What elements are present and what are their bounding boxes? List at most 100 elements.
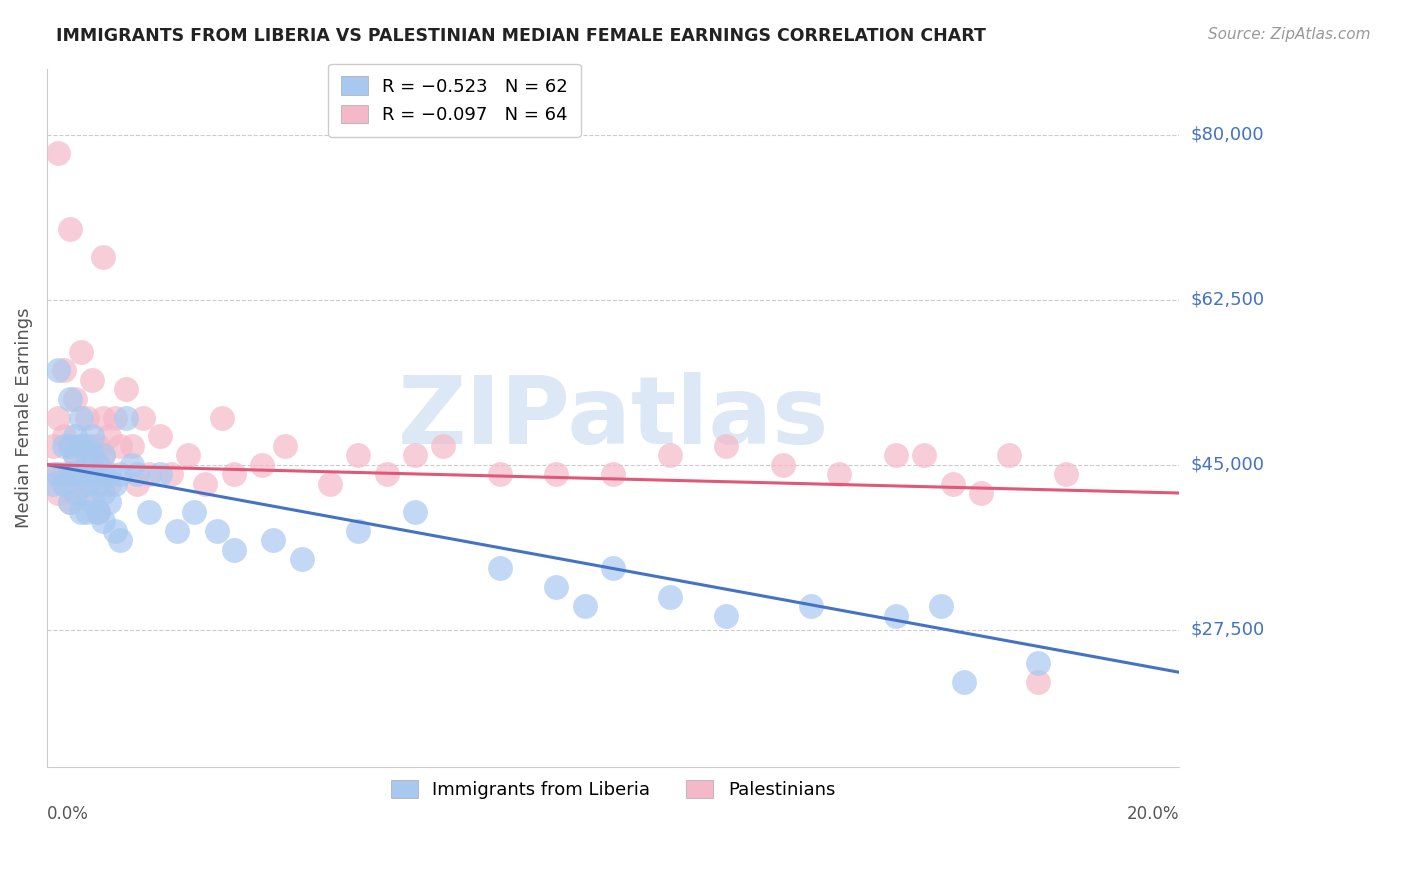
Text: 0.0%: 0.0% bbox=[46, 805, 89, 823]
Point bbox=[432, 439, 454, 453]
Point bbox=[93, 486, 115, 500]
Point bbox=[970, 486, 993, 500]
Point bbox=[149, 429, 172, 443]
Point bbox=[82, 429, 104, 443]
Point bbox=[82, 448, 104, 462]
Point bbox=[110, 533, 132, 548]
Point bbox=[772, 458, 794, 472]
Point bbox=[93, 467, 115, 482]
Point bbox=[488, 561, 510, 575]
Point bbox=[800, 599, 823, 614]
Point bbox=[52, 467, 75, 482]
Point bbox=[76, 476, 98, 491]
Point bbox=[58, 467, 80, 482]
Point bbox=[884, 448, 907, 462]
Point bbox=[76, 439, 98, 453]
Point bbox=[41, 439, 63, 453]
Point bbox=[716, 608, 738, 623]
Point bbox=[546, 580, 568, 594]
Point bbox=[41, 467, 63, 482]
Point bbox=[574, 599, 596, 614]
Point bbox=[222, 542, 245, 557]
Point bbox=[1054, 467, 1077, 482]
Point bbox=[602, 467, 624, 482]
Point bbox=[931, 599, 953, 614]
Legend: Immigrants from Liberia, Palestinians: Immigrants from Liberia, Palestinians bbox=[384, 772, 842, 806]
Point bbox=[63, 448, 86, 462]
Point bbox=[76, 410, 98, 425]
Point bbox=[132, 410, 155, 425]
Point bbox=[93, 410, 115, 425]
Point bbox=[222, 467, 245, 482]
Point bbox=[93, 514, 115, 528]
Point bbox=[87, 458, 110, 472]
Point bbox=[404, 505, 426, 519]
Point bbox=[63, 467, 86, 482]
Point bbox=[63, 392, 86, 406]
Point bbox=[52, 429, 75, 443]
Point bbox=[52, 476, 75, 491]
Point bbox=[942, 476, 965, 491]
Point bbox=[63, 448, 86, 462]
Point bbox=[319, 476, 342, 491]
Text: 20.0%: 20.0% bbox=[1126, 805, 1180, 823]
Point bbox=[98, 476, 121, 491]
Point bbox=[658, 448, 681, 462]
Point bbox=[87, 467, 110, 482]
Point bbox=[93, 250, 115, 264]
Text: IMMIGRANTS FROM LIBERIA VS PALESTINIAN MEDIAN FEMALE EARNINGS CORRELATION CHART: IMMIGRANTS FROM LIBERIA VS PALESTINIAN M… bbox=[56, 27, 986, 45]
Point bbox=[115, 382, 138, 396]
Point bbox=[58, 439, 80, 453]
Point bbox=[46, 467, 69, 482]
Point bbox=[110, 439, 132, 453]
Point bbox=[138, 505, 160, 519]
Point bbox=[127, 476, 149, 491]
Point bbox=[273, 439, 295, 453]
Point bbox=[716, 439, 738, 453]
Point bbox=[70, 467, 93, 482]
Point bbox=[70, 505, 93, 519]
Point bbox=[82, 467, 104, 482]
Point bbox=[912, 448, 935, 462]
Y-axis label: Median Female Earnings: Median Female Earnings bbox=[15, 308, 32, 528]
Point bbox=[82, 467, 104, 482]
Point bbox=[76, 486, 98, 500]
Point bbox=[70, 439, 93, 453]
Point bbox=[46, 146, 69, 161]
Point bbox=[1026, 656, 1049, 670]
Point bbox=[183, 505, 205, 519]
Point bbox=[76, 448, 98, 462]
Point bbox=[211, 410, 233, 425]
Text: Source: ZipAtlas.com: Source: ZipAtlas.com bbox=[1208, 27, 1371, 42]
Text: $62,500: $62,500 bbox=[1191, 291, 1264, 309]
Point bbox=[52, 439, 75, 453]
Point bbox=[98, 495, 121, 509]
Point bbox=[58, 439, 80, 453]
Point bbox=[70, 439, 93, 453]
Point bbox=[291, 552, 314, 566]
Point bbox=[87, 439, 110, 453]
Point bbox=[166, 524, 188, 538]
Point bbox=[63, 429, 86, 443]
Point bbox=[658, 590, 681, 604]
Point bbox=[82, 439, 104, 453]
Point bbox=[149, 467, 172, 482]
Point bbox=[998, 448, 1021, 462]
Point bbox=[98, 429, 121, 443]
Point bbox=[70, 410, 93, 425]
Point bbox=[205, 524, 228, 538]
Point bbox=[46, 363, 69, 377]
Point bbox=[121, 439, 143, 453]
Point bbox=[828, 467, 851, 482]
Point bbox=[884, 608, 907, 623]
Point bbox=[1026, 674, 1049, 689]
Point bbox=[488, 467, 510, 482]
Point bbox=[41, 476, 63, 491]
Point bbox=[138, 467, 160, 482]
Point bbox=[546, 467, 568, 482]
Point bbox=[110, 467, 132, 482]
Point bbox=[46, 410, 69, 425]
Point bbox=[375, 467, 398, 482]
Point bbox=[76, 505, 98, 519]
Point bbox=[70, 344, 93, 359]
